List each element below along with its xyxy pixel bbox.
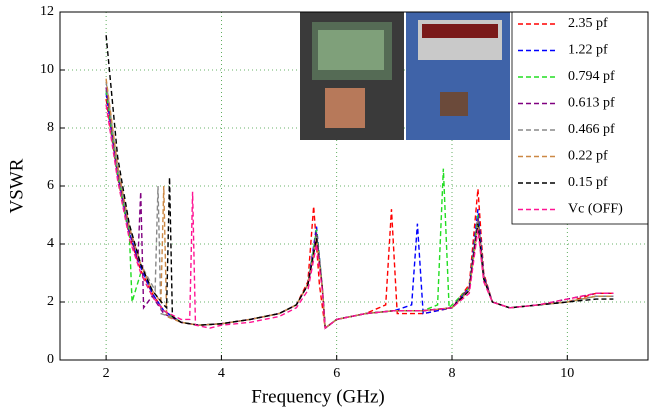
y-tick-label: 2 xyxy=(47,294,54,309)
legend-label: 0.466 pf xyxy=(568,122,615,137)
inset-photo xyxy=(300,12,510,140)
y-tick-label: 4 xyxy=(47,236,54,251)
y-tick-label: 12 xyxy=(40,4,54,19)
photo-board xyxy=(440,92,468,116)
legend: 2.35 pf 1.22 pf 0.794 pf 0.613 pf 0.466 pf 0.… xyxy=(511,11,649,225)
y-tick-label: 8 xyxy=(47,120,54,135)
y-tick-label: 0 xyxy=(47,352,54,367)
plot-frame xyxy=(59,11,649,361)
y-axis-label: VSWR xyxy=(6,158,27,213)
legend-label: 2.35 pf xyxy=(568,16,608,31)
x-axis-label: Frequency (GHz) xyxy=(251,386,384,407)
x-tick-label: 8 xyxy=(449,366,456,381)
legend-label: 0.15 pf xyxy=(568,175,608,190)
series-line xyxy=(105,35,614,330)
y-tick-label: 6 xyxy=(47,178,54,193)
photo-display xyxy=(422,24,498,38)
x-tick-label: 4 xyxy=(218,366,225,381)
legend-label: 0.794 pf xyxy=(568,69,615,84)
legend-label: 1.22 pf xyxy=(568,43,608,58)
y-tick-label: 10 xyxy=(40,62,54,77)
photo-screen-inner xyxy=(318,30,384,70)
x-tick-label: 10 xyxy=(560,366,574,381)
x-tick-label: 2 xyxy=(103,366,110,381)
legend-label: 0.613 pf xyxy=(568,96,615,111)
legend-label: Vc (OFF) xyxy=(568,202,623,217)
plot-area: 0 2 4 6 8 10 12 2 4 6 8 10 xyxy=(40,4,648,381)
legend-box xyxy=(511,11,649,225)
photo-antenna xyxy=(325,88,365,128)
x-tick-label: 6 xyxy=(333,366,340,381)
legend-label: 0.22 pf xyxy=(568,149,608,164)
